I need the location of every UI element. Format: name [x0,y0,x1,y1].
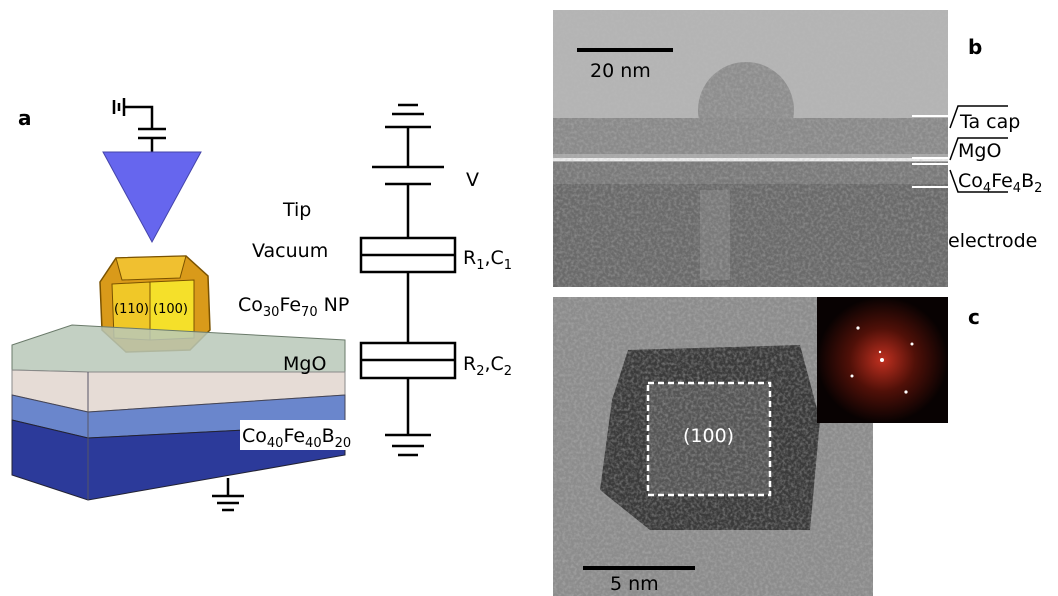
panel-label: a [18,106,32,130]
substrate [12,325,345,500]
text-part: ,C [484,353,503,375]
subscript: 2 [1034,181,1042,196]
text-part: Co [242,425,267,447]
fft-inset [817,297,948,423]
subscript: 2 [476,364,484,379]
tip-ground [114,98,166,152]
figure: a (110) (100) Tip Vacuum Co30Fe70 NP MgO… [0,0,1058,596]
text-part: B [322,425,335,447]
text: R1,C1 [463,247,512,273]
ground-symbol [212,478,244,510]
page: a (110) (100) Tip Vacuum Co30Fe70 NP MgO… [0,0,1058,596]
facet-label: (110) [114,302,149,317]
text-part: R [463,353,476,375]
text-part: Co [958,170,983,192]
text-part: Ta cap [959,111,1020,133]
text: R2,C2 [463,353,512,379]
text: Tip [282,199,311,221]
text: Ta cap [959,111,1020,133]
text-part: R [463,247,476,269]
text-part: electrode [948,230,1037,252]
text-part: Fe [283,425,305,447]
text-part: ,C [484,247,503,269]
subscript: 1 [504,258,512,273]
circuit [361,105,455,455]
text: MgO [958,140,1001,162]
subscript: 70 [301,305,318,320]
subscript: 30 [263,305,280,320]
tip [103,152,201,242]
subscript: 4 [1013,181,1021,196]
subscript: 20 [335,436,352,451]
text: electrode [948,230,1037,252]
text-part: Fe [279,294,301,316]
subscript: 2 [504,364,512,379]
text: V [466,169,479,191]
text-part: B [1021,170,1034,192]
scale-label: 5 nm [610,573,659,595]
text: MgO [283,353,326,375]
facet-label: (100) [683,425,734,447]
facet-label: (100) [153,302,188,317]
text-part: Fe [991,170,1013,192]
subscript: 4 [983,181,991,196]
scale-label: 20 nm [590,60,651,82]
panel-label: b [968,35,982,59]
text-part: NP [318,294,350,316]
text: Vacuum [252,240,328,262]
text-part: MgO [958,140,1001,162]
text: Co30Fe70 NP [238,294,349,320]
subscript: 40 [305,436,322,451]
text-part: Co [238,294,263,316]
subscript: 1 [476,258,484,273]
panel-label: c [968,305,980,329]
subscript: 40 [267,436,284,451]
